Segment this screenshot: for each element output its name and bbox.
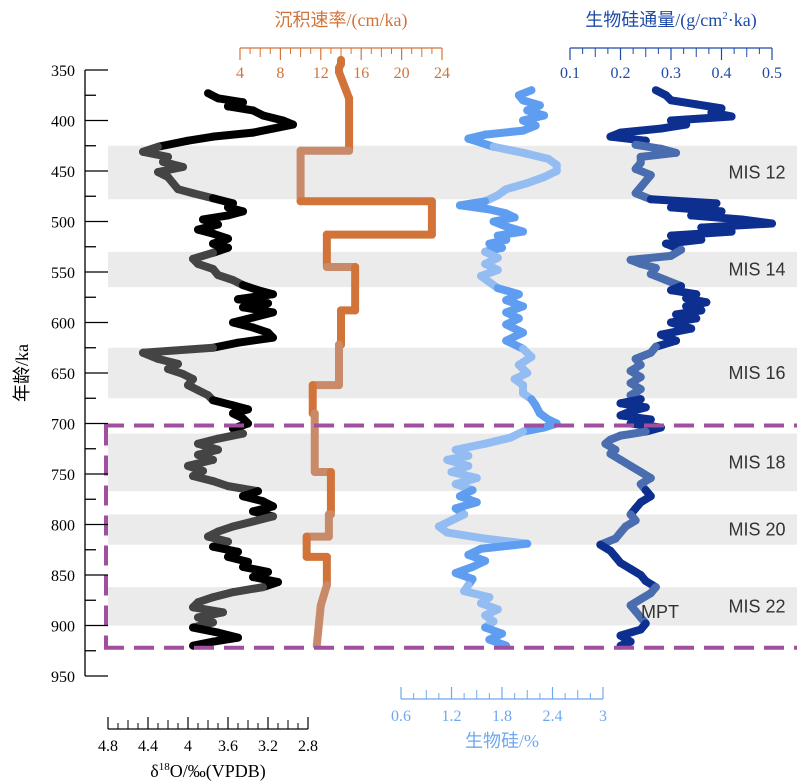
y-tick-label: 550 (51, 265, 75, 282)
series-segment-bsi (489, 142, 528, 157)
series-segment-d18o (209, 128, 257, 141)
x-tick-label-sed: 12 (313, 65, 329, 82)
x-axis-title-flux: 生物硅通量/(g/cm2·ka) (585, 10, 756, 31)
mis-label: MIS 12 (728, 163, 785, 183)
mis-band (108, 145, 797, 200)
series-segment-bsi (519, 148, 553, 163)
x-tick-label-sed: 4 (236, 65, 244, 82)
series-segment-bsi (481, 433, 515, 448)
x-tick-label-flux: 0.2 (611, 65, 631, 82)
x-axis-title-d18o: δ18O/‰(VPDB) (150, 761, 266, 782)
x-tick-label-flux: 0.5 (762, 65, 782, 82)
x-tick-label-d18o: 4.8 (98, 738, 118, 755)
series-segment-flux (616, 637, 635, 650)
series-segment-d18o (189, 637, 217, 650)
series-segment-bsi (443, 528, 490, 543)
series-segment-d18o (209, 633, 242, 646)
x-tick-label-d18o: 3.2 (258, 738, 278, 755)
series-segment-d18o (229, 583, 267, 597)
y-tick-label: 700 (51, 417, 75, 434)
y-tick-label: 850 (51, 568, 75, 585)
series-lines (139, 55, 776, 650)
series-segment-flux (616, 124, 665, 137)
mis-label: MIS 16 (728, 363, 785, 383)
mis-label: MIS 20 (728, 520, 785, 540)
x-tick-label-sed: 20 (394, 65, 410, 82)
y-tick-label: 400 (51, 114, 75, 131)
series-segment-flux (667, 96, 701, 109)
series-segment-d18o (224, 102, 257, 115)
series-segment-d18o (209, 338, 242, 352)
axis-title-superscript: 18 (159, 761, 171, 773)
x-tick-label-d18o: 2.8 (298, 738, 318, 755)
mis-label: MIS 18 (728, 452, 785, 472)
series-segment-bsi (485, 635, 511, 650)
series-segment-d18o (139, 343, 217, 357)
series-segment-sed (312, 601, 325, 650)
y-tick-label: 350 (51, 63, 75, 80)
mis-band (108, 251, 797, 288)
series-segment-flux (616, 427, 650, 440)
y-tick-label: 500 (51, 215, 75, 232)
series-segment-sed (334, 68, 354, 103)
series-segment-d18o (189, 623, 222, 637)
axes (84, 47, 773, 730)
y-tick-label: 750 (51, 467, 75, 484)
x-tick-label-flux: 0.1 (560, 65, 580, 82)
y-tick-label: 450 (51, 164, 75, 181)
y-tick-label: 950 (51, 669, 75, 686)
x-tick-label-d18o: 4 (184, 738, 192, 755)
axis-title-superscript: 2 (722, 10, 728, 22)
series-segment-bsi (481, 126, 528, 139)
x-tick-label-bsi: 1.8 (492, 708, 512, 725)
mpt-box (104, 423, 797, 650)
y-tick-label: 800 (51, 518, 75, 535)
mis-band (108, 347, 797, 399)
x-tick-label-bsi: 3 (599, 708, 607, 725)
y-tick-label: 650 (51, 366, 75, 383)
x-tick-label-sed: 8 (276, 65, 284, 82)
x-axis-title-sed: 沉积速率/(cm/ka) (275, 10, 408, 31)
x-tick-label-bsi: 2.4 (543, 708, 563, 725)
x-tick-label-flux: 0.3 (661, 65, 681, 82)
x-tick-label-flux: 0.4 (712, 65, 732, 82)
y-axis-title: 年龄/ka (12, 344, 32, 402)
x-tick-label-d18o: 3.6 (218, 738, 238, 755)
x-axis-title-bsi: 生物硅/% (465, 731, 539, 751)
series-segment-d18o (184, 132, 217, 145)
series-segment-d18o (154, 136, 192, 151)
series-segment-bsi (455, 201, 494, 214)
series-segment-bsi (476, 539, 532, 553)
axis-title-suffix: O/‰(VPDB) (170, 761, 266, 782)
labels: MIS 12 MIS 14 MIS 16 MIS 18 MIS 20 MIS 22 MPT 3… (12, 10, 786, 782)
x-tick-label-bsi: 1.2 (442, 708, 462, 725)
axis-title-prefix: δ (150, 761, 158, 781)
y-tick-label: 900 (51, 619, 75, 636)
x-tick-label-d18o: 4.4 (138, 738, 158, 755)
x-tick-label-bsi: 0.6 (391, 708, 411, 725)
mis-label: MIS 14 (728, 259, 785, 279)
series-segment-d18o (234, 333, 277, 347)
series-segment-flux (656, 120, 691, 133)
series-segment-flux (687, 211, 746, 224)
series-segment-d18o (214, 429, 247, 443)
axis-title-prefix: 生物硅通量/(g/cm (585, 10, 722, 31)
series-segment-flux (636, 148, 681, 161)
x-tick-label-sed: 16 (353, 65, 369, 82)
x-tick-label-sed: 24 (434, 65, 450, 82)
mis-label: MIS 22 (728, 596, 785, 616)
mpt-label: MPT (641, 602, 679, 622)
axis-title-suffix: ·ka) (728, 10, 757, 31)
y-tick-label: 600 (51, 316, 75, 333)
series-segment-flux (631, 140, 665, 153)
